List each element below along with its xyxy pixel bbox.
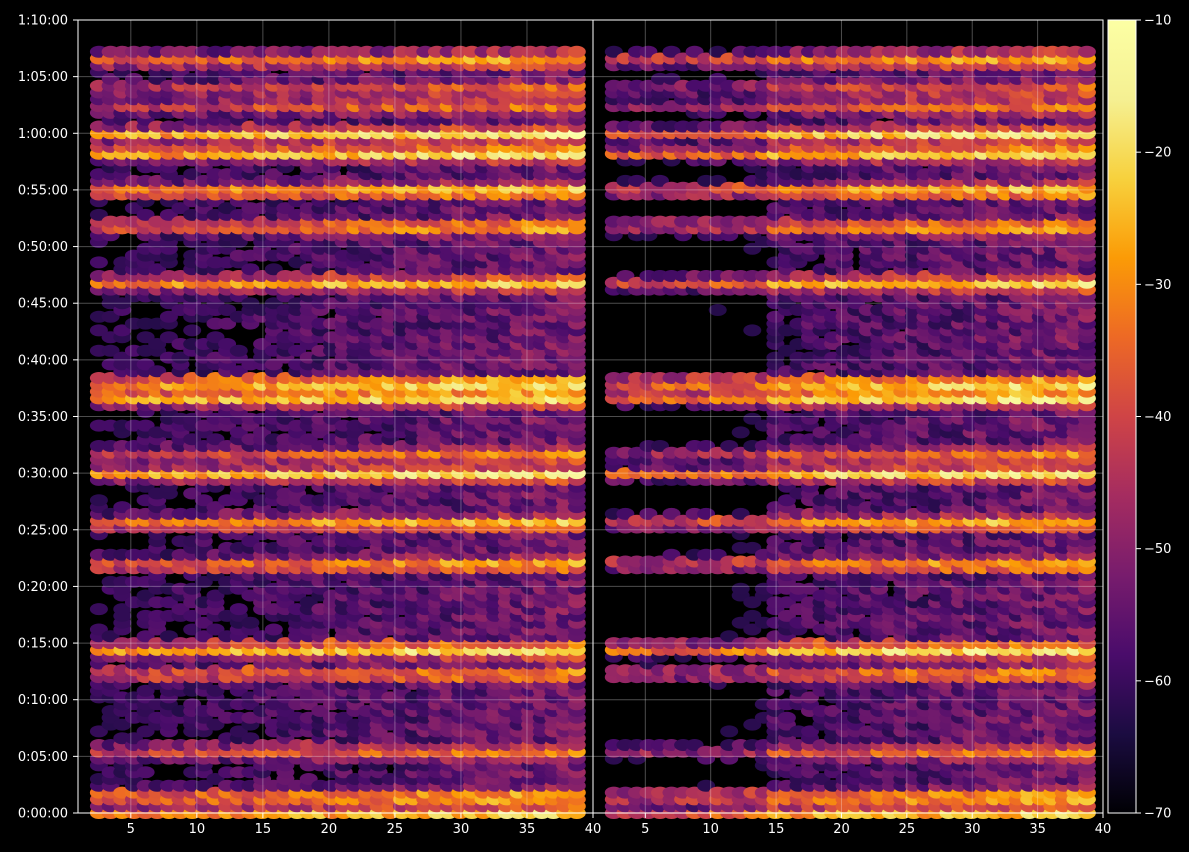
hexbin-cell-left <box>89 623 108 636</box>
hexbin-cell-right <box>720 725 739 738</box>
hexbin-cell-left <box>183 623 202 636</box>
hexbin-cell-left <box>113 351 132 364</box>
left-panel-hexbin-cells <box>89 45 586 819</box>
hexbin-cell-left <box>194 779 213 792</box>
hexbin-cell-left <box>124 732 143 745</box>
hexbin-cell-left <box>183 324 202 337</box>
hexbin-cell-left <box>183 698 202 711</box>
hexbin-cell-right <box>731 426 750 439</box>
hexbin-cell-left <box>159 331 178 344</box>
hexbin-cell-left <box>159 596 178 609</box>
hexbin-cell-left <box>124 202 143 215</box>
hexbin-cell-left <box>183 412 202 425</box>
hexbin-cell-left <box>124 72 143 85</box>
hexbin-cell-left <box>101 344 120 357</box>
hexbin-cell-left <box>89 208 108 221</box>
hexbin-cell-left <box>136 684 155 697</box>
hexbin-cell-left <box>101 72 120 85</box>
hexbin-cell-left <box>183 487 202 500</box>
hexbin-cell-left <box>136 208 155 221</box>
hexbin-cell-left <box>171 351 190 364</box>
hexbin-cell-left <box>89 256 108 269</box>
hexbin-cell-right <box>708 304 727 316</box>
hexbin-cell-left <box>136 589 155 602</box>
hexbin-cell-left <box>148 263 167 276</box>
hexbin-cell-left <box>171 202 190 215</box>
hexbin-cell-left <box>113 297 132 310</box>
hexbin-cell-left <box>171 603 190 616</box>
hexbin-cell-right <box>731 582 750 595</box>
hexbin-cell-left <box>148 338 167 350</box>
hexbin-cell-left <box>159 310 178 323</box>
hexbin-cell-left <box>136 358 155 371</box>
hexbin-cell-left <box>183 168 202 181</box>
left-panel <box>77 19 594 819</box>
hexbin-cell-left <box>567 45 586 58</box>
hexbin-cell-left <box>89 324 108 337</box>
hexbin-cell-left <box>136 766 155 779</box>
hexbin-cell-left <box>183 609 202 622</box>
hexbin-cell-left <box>264 623 283 636</box>
hexbin-cell-left <box>113 718 132 731</box>
hexbin-cell-left <box>136 331 155 344</box>
hexbin-cell-left <box>183 433 202 446</box>
hexbin-cell-left <box>159 208 178 221</box>
hexbin-cell-left <box>101 310 120 323</box>
hexbin-cell-left <box>89 725 108 738</box>
hexbin-cell-left <box>89 603 108 616</box>
hexbin-cell-right <box>743 324 762 337</box>
hexbin-cell-left <box>229 344 248 357</box>
hexbin-cell-left <box>89 494 108 507</box>
right-panel <box>592 19 1104 819</box>
hexbin-cell-left <box>136 630 155 643</box>
hexbin-cell-left <box>194 616 213 629</box>
hexbin-cell-left <box>136 725 155 738</box>
hexbin-cell-left <box>241 616 260 629</box>
hexbin-cell-left <box>159 630 178 643</box>
hexbin-cell-left <box>194 630 213 643</box>
hexbin-cell-left <box>113 603 132 616</box>
hexbin-cell-left <box>101 630 120 643</box>
hexbin-cell-left <box>148 365 167 378</box>
hexbin-cell-left <box>136 419 155 432</box>
hexbin-cell-left <box>229 603 248 616</box>
hexbin-cell-left <box>183 582 202 595</box>
hexbin-cell-left <box>113 501 132 514</box>
hexbin-cell-left <box>113 324 132 337</box>
